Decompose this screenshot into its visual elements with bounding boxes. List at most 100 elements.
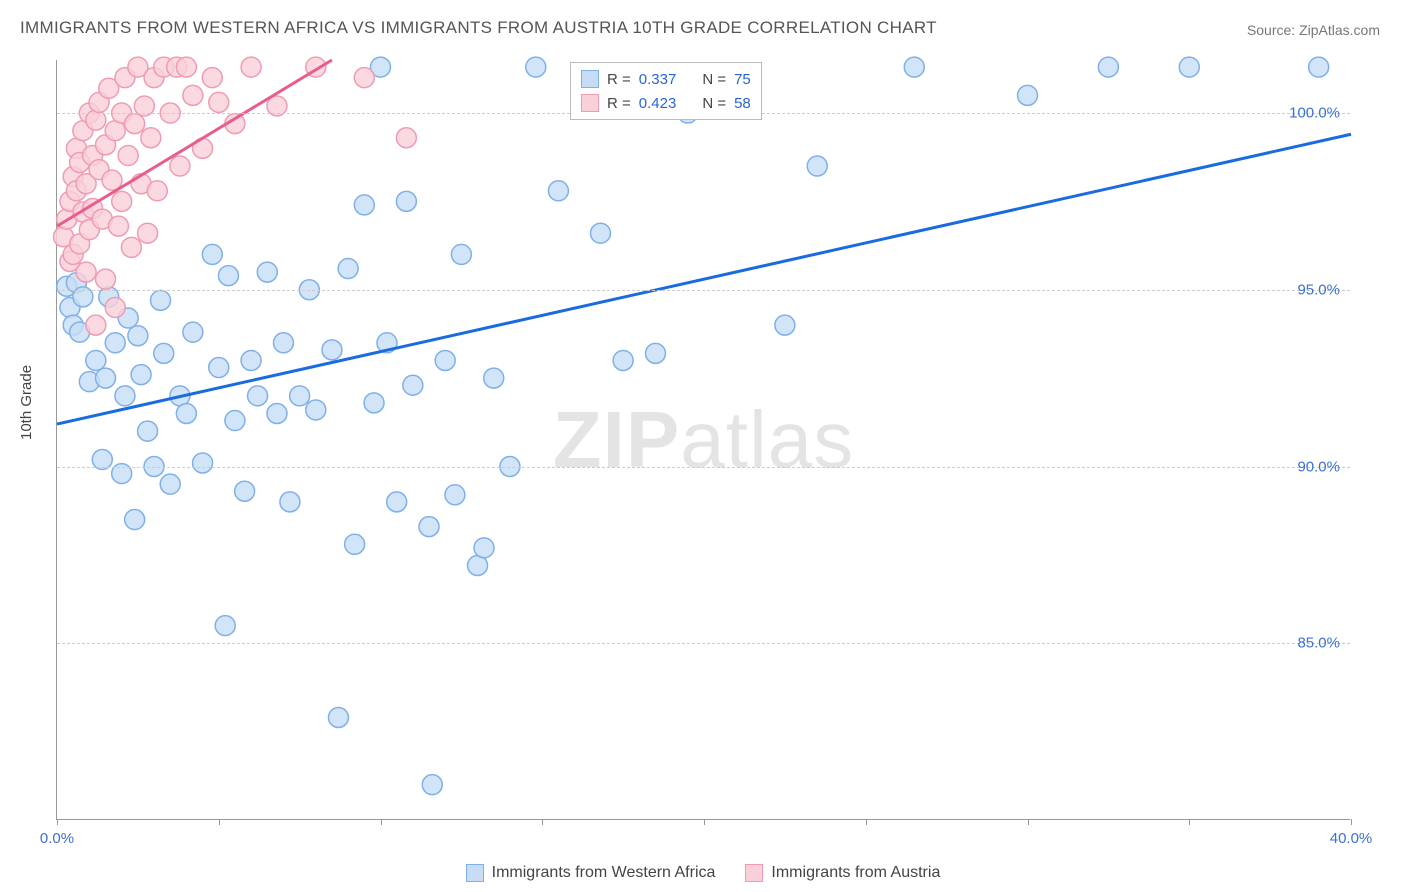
data-point <box>474 538 494 558</box>
data-point <box>267 403 287 423</box>
legend-stat-row: R =0.423N =58 <box>581 91 751 115</box>
n-value: 58 <box>734 95 751 112</box>
n-label: N = <box>702 71 726 88</box>
data-point <box>273 333 293 353</box>
data-point <box>141 128 161 148</box>
data-point <box>215 616 235 636</box>
data-point <box>183 85 203 105</box>
n-label: N = <box>702 95 726 112</box>
data-point <box>1179 57 1199 77</box>
data-point <box>118 145 138 165</box>
data-point <box>76 262 96 282</box>
r-value: 0.337 <box>639 71 677 88</box>
data-point <box>548 181 568 201</box>
n-value: 75 <box>734 71 751 88</box>
data-point <box>590 223 610 243</box>
data-point <box>86 350 106 370</box>
x-tick <box>1189 819 1190 825</box>
y-tick-label: 90.0% <box>1297 458 1340 475</box>
x-tick <box>57 819 58 825</box>
data-point <box>904 57 924 77</box>
data-point <box>128 326 148 346</box>
legend-stats: R =0.337N =75R =0.423N =58 <box>570 62 762 120</box>
data-point <box>354 68 374 88</box>
data-point <box>176 57 196 77</box>
legend-swatch <box>466 864 484 882</box>
data-point <box>241 57 261 77</box>
data-point <box>225 411 245 431</box>
data-point <box>138 421 158 441</box>
data-point <box>170 156 190 176</box>
trend-line <box>57 134 1351 424</box>
plot-area: ZIPatlas 85.0%90.0%95.0%100.0%0.0%40.0% <box>56 60 1350 820</box>
data-point <box>435 350 455 370</box>
data-point <box>209 358 229 378</box>
gridline <box>57 643 1350 644</box>
data-point <box>419 517 439 537</box>
x-tick <box>542 819 543 825</box>
x-tick <box>381 819 382 825</box>
series-name: Immigrants from Austria <box>771 864 940 882</box>
data-point <box>202 68 222 88</box>
data-point <box>218 266 238 286</box>
series-name: Immigrants from Western Africa <box>492 864 716 882</box>
data-point <box>131 365 151 385</box>
y-tick-label: 100.0% <box>1289 105 1340 122</box>
data-point <box>364 393 384 413</box>
data-point <box>176 403 196 423</box>
legend-swatch <box>745 864 763 882</box>
data-point <box>1098 57 1118 77</box>
data-point <box>526 57 546 77</box>
y-tick-label: 85.0% <box>1297 635 1340 652</box>
data-point <box>257 262 277 282</box>
data-point <box>105 333 125 353</box>
data-point <box>645 343 665 363</box>
data-point <box>160 474 180 494</box>
legend-swatch <box>581 70 599 88</box>
data-point <box>338 259 358 279</box>
r-label: R = <box>607 95 631 112</box>
y-axis-label: 10th Grade <box>18 365 35 440</box>
legend-series: Immigrants from Western Africa Immigrants… <box>0 864 1406 882</box>
x-tick-label: 40.0% <box>1330 830 1373 847</box>
data-point <box>775 315 795 335</box>
x-tick <box>704 819 705 825</box>
data-point <box>445 485 465 505</box>
data-point <box>147 181 167 201</box>
legend-swatch <box>581 94 599 112</box>
y-tick-label: 95.0% <box>1297 281 1340 298</box>
data-point <box>115 386 135 406</box>
data-point <box>354 195 374 215</box>
gridline <box>57 290 1350 291</box>
source-link[interactable]: ZipAtlas.com <box>1299 22 1380 38</box>
data-point <box>96 368 116 388</box>
data-point <box>96 269 116 289</box>
data-point <box>138 223 158 243</box>
data-point <box>306 400 326 420</box>
data-point <box>125 510 145 530</box>
data-point <box>1309 57 1329 77</box>
chart-svg <box>57 60 1350 819</box>
x-tick <box>219 819 220 825</box>
legend-item: Immigrants from Western Africa <box>466 864 716 882</box>
data-point <box>280 492 300 512</box>
data-point <box>112 191 132 211</box>
data-point <box>345 534 365 554</box>
data-point <box>105 297 125 317</box>
data-point <box>484 368 504 388</box>
legend-stat-row: R =0.337N =75 <box>581 67 751 91</box>
data-point <box>202 244 222 264</box>
source-attribution: Source: ZipAtlas.com <box>1247 22 1380 38</box>
gridline <box>57 467 1350 468</box>
data-point <box>154 343 174 363</box>
source-prefix: Source: <box>1247 22 1299 38</box>
data-point <box>248 386 268 406</box>
data-point <box>193 453 213 473</box>
data-point <box>396 128 416 148</box>
x-tick <box>1351 819 1352 825</box>
data-point <box>125 114 145 134</box>
data-point <box>396 191 416 211</box>
data-point <box>1018 85 1038 105</box>
data-point <box>241 350 261 370</box>
data-point <box>86 315 106 335</box>
